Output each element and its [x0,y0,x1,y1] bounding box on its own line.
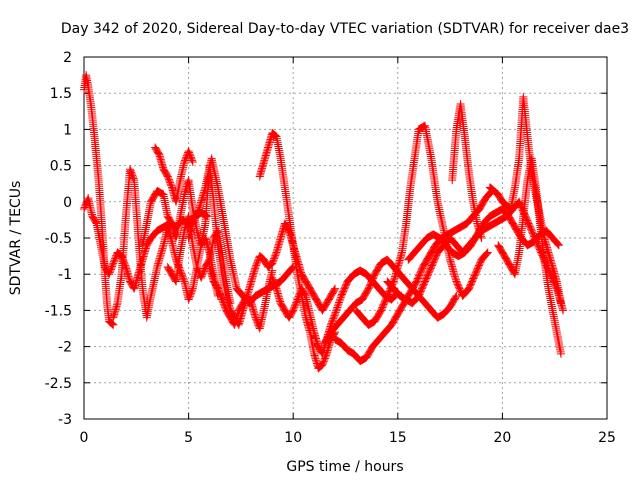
data-markers [80,71,568,373]
y-tick-label: 0.5 [50,159,72,175]
data-point [91,218,100,227]
data-point [204,256,213,265]
data-point [107,319,116,328]
series-track-15 [404,205,563,264]
series-track-5 [151,143,197,206]
data-point [556,299,565,308]
y-tick-label: -0.5 [45,231,72,247]
data-point [554,240,563,249]
chart-title: Day 342 of 2020, Sidereal Day-to-day VTE… [61,21,629,37]
data-point [451,293,460,302]
x-tick-label: 0 [80,430,89,446]
data-point [330,311,339,320]
data-point [268,266,277,275]
data-point [271,131,280,140]
data-point [108,320,117,329]
data-point [226,299,235,308]
data-point [267,259,276,268]
data-point [335,296,344,305]
x-tick-label: 20 [493,430,511,446]
data-point [109,320,118,329]
series-track-16 [448,100,486,242]
data-point [179,275,188,284]
data-point [331,284,340,293]
y-tick-label: -2 [58,340,72,356]
y-tick-label: -1.5 [45,303,72,319]
x-axis-label: GPS time / hours [286,459,403,475]
x-tick-label: 15 [389,430,407,446]
data-point [188,156,197,165]
axis-ticks: 0 5 10 15 20 25 -3 -2.5 -2 -1.5 -1 -0.5 0 0.5 1 1.5 2 [45,50,616,446]
series-track-18 [494,154,565,358]
data-point [330,285,339,294]
x-tick-label: 5 [184,430,193,446]
data-point [483,248,492,257]
data-point [333,303,342,312]
data-point [107,319,116,328]
data-point [553,239,562,248]
data-point [335,298,344,307]
data-point [188,286,197,295]
data-point [559,306,568,315]
data-point [506,204,515,213]
data-point [554,241,563,250]
data-point [477,234,486,242]
data-point [333,301,342,310]
series-track-6 [163,212,235,308]
y-axis-label: SDTVAR / TECUs [8,181,24,296]
data-point [332,306,341,315]
y-tick-label: -3 [58,412,72,428]
x-tick-label: 10 [284,430,302,446]
grid-lines [84,57,607,419]
y-tick-label: 1 [63,122,72,138]
y-tick-label: 0 [63,195,72,211]
y-tick-label: -2.5 [45,376,72,392]
data-point [287,264,296,273]
data-point [317,361,326,370]
x-tick-label: 25 [598,430,616,446]
y-tick-label: 2 [63,50,72,66]
data-point [336,295,345,304]
data-point [332,305,341,314]
data-point [129,174,138,183]
data-point [188,157,197,166]
data-point [331,308,340,317]
y-tick-label: -1 [58,267,72,283]
data-point [482,250,491,259]
data-point [556,349,565,358]
y-tick-label: 1.5 [50,86,72,102]
data-point [331,310,340,319]
data-point [482,249,491,258]
data-point [334,300,343,309]
